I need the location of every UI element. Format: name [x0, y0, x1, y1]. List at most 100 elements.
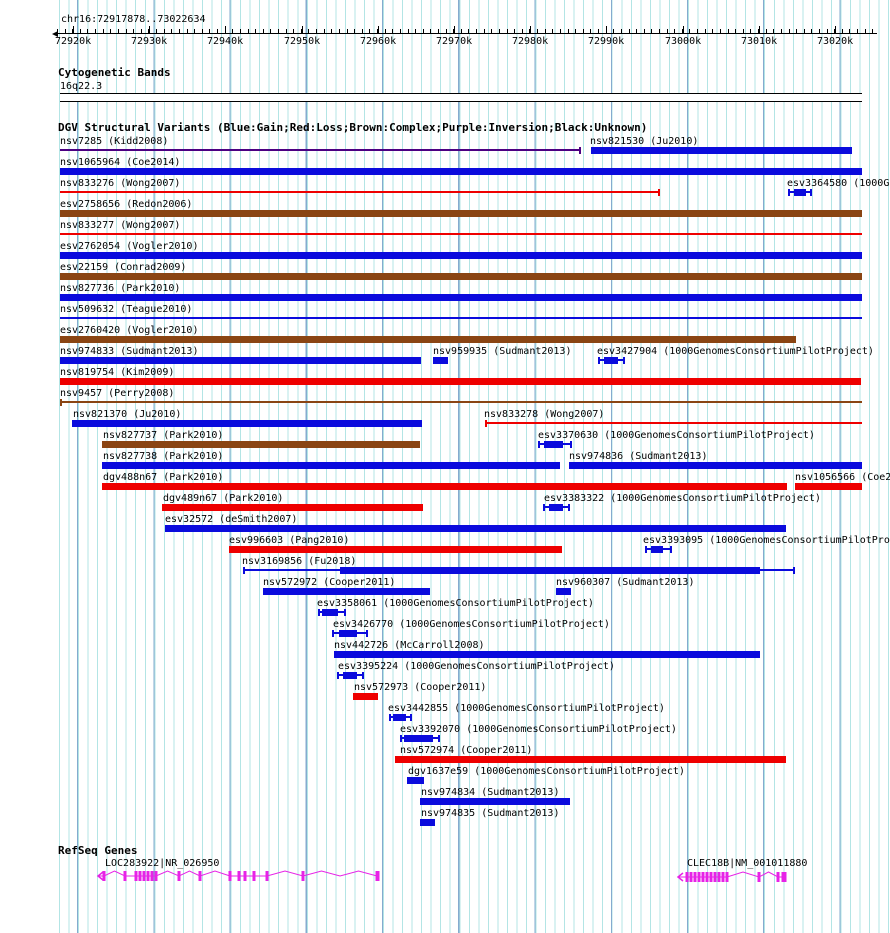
gene-model-LOC283922[interactable]: [88, 864, 390, 888]
variant-label[interactable]: esv3426770 (1000GenomesConsortiumPilotPr…: [333, 619, 610, 630]
variant-bar[interactable]: [549, 504, 563, 511]
variant-bar[interactable]: [72, 420, 422, 427]
variant-bar[interactable]: [353, 693, 378, 700]
variant-line[interactable]: [485, 422, 862, 424]
ruler-minor-tick: [194, 29, 195, 33]
variant-bar[interactable]: [569, 462, 862, 469]
variant-label[interactable]: nsv974834 (Sudmant2013): [421, 787, 560, 798]
variant-label[interactable]: esv996603 (Pang2010): [229, 535, 350, 546]
variant-label[interactable]: esv3392070 (1000GenomesConsortiumPilotPr…: [400, 724, 677, 735]
variant-bar[interactable]: [60, 252, 862, 259]
variant-label[interactable]: nsv819754 (Kim2009): [60, 367, 175, 378]
variant-line[interactable]: [60, 191, 660, 193]
variant-bar[interactable]: [407, 777, 424, 784]
variant-label[interactable]: esv3370630 (1000GenomesConsortiumPilotPr…: [538, 430, 815, 441]
variant-label[interactable]: esv3427904 (1000GenomesConsortiumPilotPr…: [597, 346, 874, 357]
variant-label[interactable]: nsv442726 (McCarroll2008): [334, 640, 485, 651]
variant-bar[interactable]: [229, 546, 562, 553]
variant-bar[interactable]: [433, 357, 448, 364]
variant-label[interactable]: esv32572 (deSmith2007): [165, 514, 298, 525]
variant-bar[interactable]: [334, 651, 760, 658]
variant-label[interactable]: nsv572974 (Cooper2011): [400, 745, 533, 756]
variant-label[interactable]: nsv974835 (Sudmant2013): [421, 808, 560, 819]
variant-label[interactable]: nsv974836 (Sudmant2013): [569, 451, 708, 462]
variant-line[interactable]: [60, 233, 862, 235]
gene-model-CLEC18B[interactable]: [668, 865, 797, 889]
variant-bar[interactable]: [162, 504, 423, 511]
variant-label[interactable]: esv3358061 (1000GenomesConsortiumPilotPr…: [317, 598, 594, 609]
variant-bar[interactable]: [102, 441, 420, 448]
variant-label[interactable]: nsv821530 (Ju2010): [590, 136, 699, 147]
variant-label[interactable]: esv22159 (Conrad2009): [60, 262, 187, 273]
variant-label[interactable]: nsv974833 (Sudmant2013): [60, 346, 199, 357]
variant-bar[interactable]: [404, 735, 433, 742]
variant-bar[interactable]: [795, 483, 862, 490]
gene-label[interactable]: CLEC18B|NM_001011880: [687, 858, 808, 869]
variant-bar[interactable]: [651, 546, 663, 553]
gene-label[interactable]: LOC283922|NR_026950: [105, 858, 220, 869]
variant-bar[interactable]: [60, 378, 861, 385]
variant-label[interactable]: nsv959935 (Sudmant2013): [433, 346, 572, 357]
variant-bar[interactable]: [263, 588, 430, 595]
gene-exon: [265, 871, 269, 881]
variant-bar[interactable]: [60, 294, 862, 301]
variant-label[interactable]: nsv572973 (Cooper2011): [354, 682, 487, 693]
variant-bar[interactable]: [102, 462, 560, 469]
variant-bar[interactable]: [339, 630, 357, 637]
variant-bar[interactable]: [794, 189, 806, 196]
variant-label[interactable]: nsv7285 (Kidd2008): [60, 136, 169, 147]
variant-bar[interactable]: [393, 714, 406, 721]
variant-label[interactable]: nsv509632 (Teague2010): [60, 304, 193, 315]
variant-label[interactable]: esv2758656 (Redon2006): [60, 199, 193, 210]
variant-line[interactable]: [60, 401, 862, 403]
variant-label[interactable]: dgv488n67 (Park2010): [103, 472, 224, 483]
variant-label[interactable]: dgv1637e59 (1000GenomesConsortiumPilotPr…: [408, 766, 685, 777]
variant-bar[interactable]: [556, 588, 571, 595]
variant-label[interactable]: nsv827738 (Park2010): [103, 451, 224, 462]
variant-bar[interactable]: [60, 273, 862, 280]
variant-bar[interactable]: [544, 441, 563, 448]
variant-label[interactable]: nsv9457 (Perry2008): [60, 388, 175, 399]
variant-label[interactable]: esv3364580 (1000G: [787, 178, 890, 189]
variant-bar[interactable]: [420, 798, 570, 805]
variant-label[interactable]: esv2762054 (Vogler2010): [60, 241, 199, 252]
variant-bar[interactable]: [604, 357, 618, 364]
variant-label[interactable]: nsv3169856 (Fu2018): [242, 556, 357, 567]
variant-label[interactable]: nsv833276 (Wong2007): [60, 178, 181, 189]
variant-line[interactable]: [60, 317, 862, 319]
variant-bar[interactable]: [591, 147, 852, 154]
variant-label[interactable]: nsv1065964 (Coe2014): [60, 157, 181, 168]
variant-label[interactable]: nsv827737 (Park2010): [103, 430, 224, 441]
variant-bar[interactable]: [340, 567, 760, 574]
variant-bar[interactable]: [420, 819, 435, 826]
variant-label[interactable]: nsv821370 (Ju2010): [73, 409, 182, 420]
variant-bar[interactable]: [165, 525, 786, 532]
ruler-minor-tick: [354, 29, 355, 33]
gene-exon: [252, 871, 256, 881]
variant-label[interactable]: dgv489n67 (Park2010): [163, 493, 284, 504]
variant-label[interactable]: esv2760420 (Vogler2010): [60, 325, 199, 336]
variant-bar[interactable]: [395, 756, 786, 763]
variant-bar[interactable]: [60, 168, 862, 175]
variant-label[interactable]: esv3393095 (1000GenomesConsortiumPilotPr…: [643, 535, 890, 546]
variant-label[interactable]: nsv833277 (Wong2007): [60, 220, 181, 231]
variant-bar[interactable]: [60, 210, 862, 217]
ruler-minor-tick: [857, 29, 858, 33]
variant-label[interactable]: nsv572972 (Cooper2011): [263, 577, 396, 588]
variant-bar[interactable]: [60, 336, 796, 343]
variant-line[interactable]: [60, 149, 581, 151]
variant-label[interactable]: nsv833278 (Wong2007): [484, 409, 605, 420]
variant-bar[interactable]: [343, 672, 357, 679]
variant-bar[interactable]: [102, 483, 787, 490]
variant-label[interactable]: nsv960307 (Sudmant2013): [556, 577, 695, 588]
variant-label[interactable]: nsv827736 (Park2010): [60, 283, 181, 294]
variant-label[interactable]: nsv1056566 (Coe2: [795, 472, 890, 483]
gene-exon: [713, 872, 717, 882]
variant-label[interactable]: esv3383322 (1000GenomesConsortiumPilotPr…: [544, 493, 821, 504]
ruler-minor-tick: [248, 29, 249, 33]
ruler-minor-tick: [377, 29, 378, 33]
variant-label[interactable]: esv3442855 (1000GenomesConsortiumPilotPr…: [388, 703, 665, 714]
variant-bar[interactable]: [60, 357, 421, 364]
variant-bar[interactable]: [322, 609, 338, 616]
variant-label[interactable]: esv3395224 (1000GenomesConsortiumPilotPr…: [338, 661, 615, 672]
